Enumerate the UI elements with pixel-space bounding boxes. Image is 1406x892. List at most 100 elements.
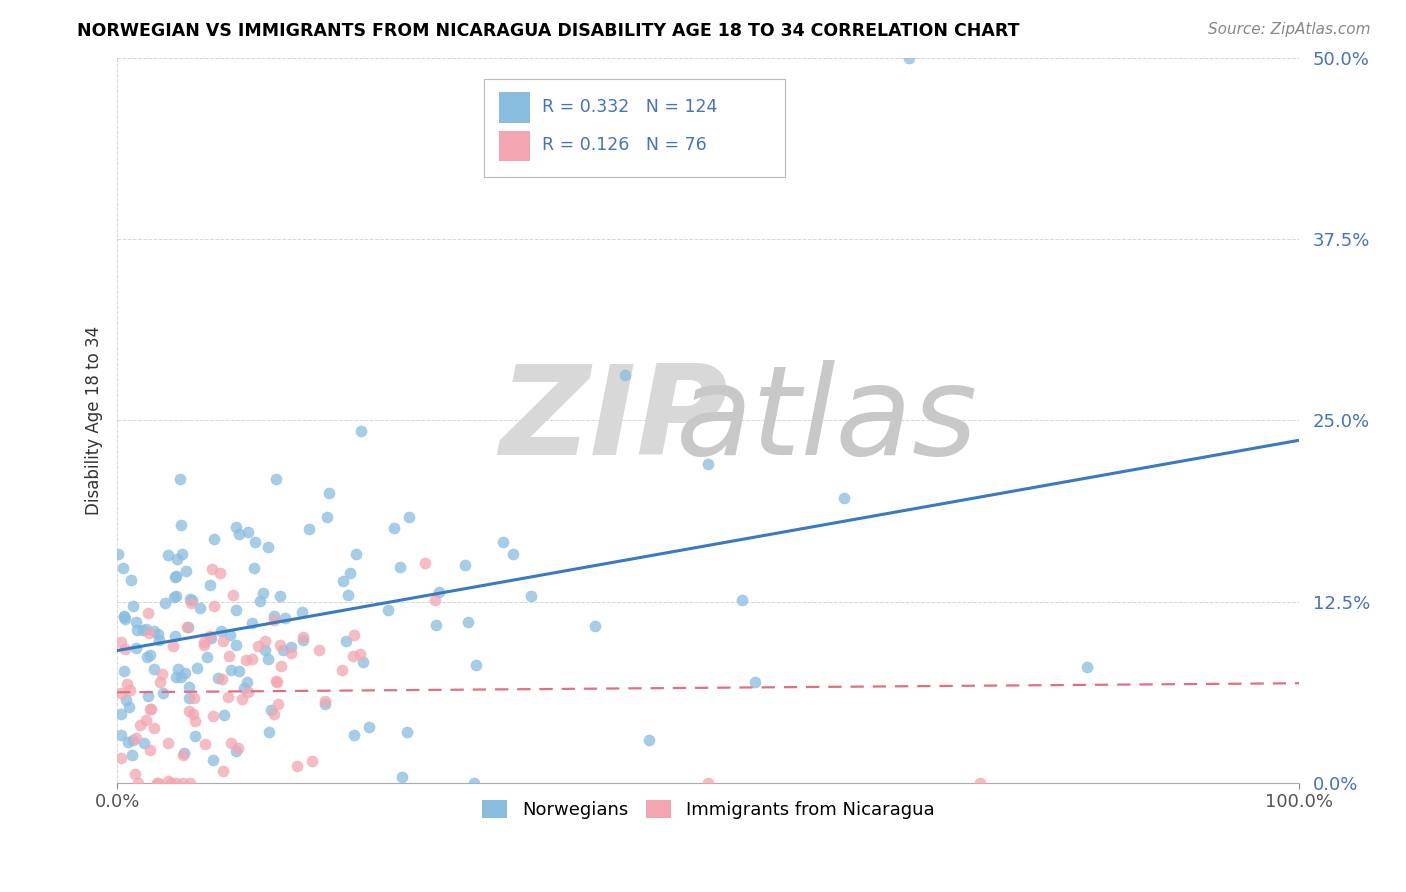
Point (240, 615, 263, 630)
Point (253, 643, 276, 657)
Point (163, 629, 186, 643)
Point (218, 648, 240, 663)
Point (149, 675, 172, 690)
Point (332, 574, 354, 589)
Point (198, 629, 221, 643)
Point (285, 759, 308, 773)
Point (165, 569, 187, 583)
Point (118, 700, 141, 714)
Point (263, 706, 285, 721)
Point (257, 652, 280, 666)
Point (107, 548, 129, 562)
Point (217, 690, 239, 704)
Point (292, 630, 315, 644)
Point (127, 623, 149, 637)
Point (318, 486, 340, 500)
Point (162, 639, 184, 653)
Point (134, 737, 156, 751)
Point (330, 663, 353, 677)
Point (125, 640, 148, 655)
Point (207, 671, 229, 685)
Point (259, 724, 281, 739)
Point (463, 776, 485, 790)
Point (202, 753, 225, 767)
Point (179, 592, 201, 607)
Point (382, 521, 405, 535)
Point (301, 754, 323, 768)
Point (291, 632, 314, 647)
Point (235, 653, 257, 667)
Point (395, 724, 418, 739)
Point (269, 638, 291, 652)
Point (142, 624, 165, 639)
Point (120, 682, 142, 697)
Point (273, 643, 295, 657)
Point (165, 589, 187, 603)
Point (263, 608, 285, 623)
Point (638, 732, 661, 747)
Point (613, 368, 636, 383)
Point (142, 721, 165, 735)
Point (243, 534, 266, 549)
Point (146, 626, 169, 640)
Point (172, 548, 194, 562)
Point (159, 776, 181, 790)
Point (308, 643, 330, 657)
Point (138, 626, 160, 640)
Point (156, 736, 179, 750)
Point (202, 599, 225, 614)
Point (316, 510, 339, 524)
Point (177, 681, 200, 695)
Point (136, 650, 159, 665)
Point (112, 560, 135, 574)
Point (177, 691, 200, 706)
Point (145, 776, 167, 790)
Point (264, 673, 287, 688)
Point (114, 642, 136, 657)
Point (350, 424, 373, 438)
Point (454, 558, 477, 572)
Point (212, 764, 235, 779)
Point (425, 593, 447, 607)
Point (898, 51, 921, 65)
Point (212, 708, 235, 723)
Point (136, 689, 159, 703)
Point (169, 472, 191, 486)
Point (202, 533, 225, 547)
Point (112, 609, 135, 624)
Point (146, 776, 169, 790)
Point (226, 740, 249, 755)
Point (179, 776, 201, 790)
Point (243, 561, 266, 575)
Point (117, 734, 139, 748)
Legend: Norwegians, Immigrants from Nicaragua: Norwegians, Immigrants from Nicaragua (475, 792, 942, 826)
Point (114, 664, 136, 678)
Point (359, 720, 381, 734)
Point (124, 767, 146, 781)
Point (121, 748, 143, 763)
Point (273, 610, 295, 624)
Point (249, 594, 271, 608)
Point (225, 603, 247, 617)
Point (427, 585, 450, 599)
Point (209, 566, 232, 580)
Point (165, 569, 187, 583)
Point (457, 615, 479, 629)
Point (176, 620, 198, 634)
Point (183, 729, 205, 743)
Point (181, 592, 204, 607)
Point (129, 717, 152, 731)
Point (139, 702, 162, 716)
Point (127, 776, 149, 790)
Point (222, 588, 245, 602)
Point (225, 638, 247, 652)
Point (139, 743, 162, 757)
Point (179, 704, 201, 718)
Point (150, 667, 173, 681)
Point (519, 590, 541, 604)
Text: R = 0.126   N = 76: R = 0.126 N = 76 (541, 136, 706, 154)
Point (131, 624, 153, 638)
Point (280, 640, 302, 654)
Point (314, 694, 336, 708)
Point (122, 599, 145, 613)
